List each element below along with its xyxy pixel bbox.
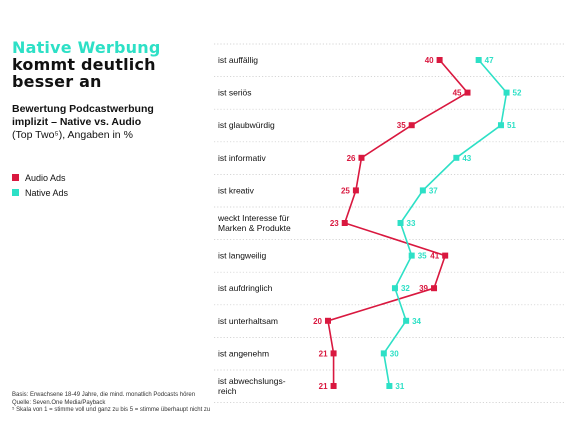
category-label: weckt Interesse für Marken & Produkte [217, 213, 291, 233]
category-label: ist unterhaltsam [218, 316, 278, 326]
data-point [431, 285, 438, 292]
data-point [453, 154, 460, 161]
data-label: 52 [513, 89, 522, 98]
data-label: 26 [347, 154, 356, 163]
data-label: 41 [430, 252, 439, 261]
data-point [330, 350, 337, 357]
data-label: 32 [401, 284, 410, 293]
legend-label-native: Native Ads [25, 187, 69, 198]
data-point [391, 285, 398, 292]
data-label: 39 [419, 284, 428, 293]
data-label: 40 [425, 56, 434, 65]
category-label: ist informativ [218, 153, 266, 163]
data-point [352, 187, 359, 194]
headline-line-3: besser an [12, 72, 102, 91]
data-point [380, 350, 387, 357]
headline-line-2: kommt deutlich [12, 55, 156, 74]
category-label: ist auffällig [218, 55, 258, 65]
data-point [436, 57, 443, 63]
category-label-line: ist auffällig [218, 55, 258, 65]
category-label-line: ist abwechslungs- [218, 376, 286, 386]
category-label-line: ist aufdringlich [218, 283, 273, 293]
category-label-line: reich [218, 386, 237, 396]
data-point [503, 89, 510, 96]
data-point [419, 187, 426, 194]
legend-label-audio: Audio Ads [25, 172, 66, 183]
data-point [408, 122, 415, 129]
footnote-base: Basis: Erwachsene 18-49 Jahre, die mind.… [12, 392, 196, 398]
category-label-line: ist seriös [218, 88, 252, 98]
data-label: 35 [397, 121, 406, 130]
data-label: 47 [485, 56, 494, 65]
category-label-line: Marken & Produkte [218, 223, 291, 233]
legend-item-native: Native Ads [12, 185, 68, 200]
data-label: 34 [412, 317, 421, 326]
data-point [358, 154, 365, 161]
data-point [442, 252, 449, 259]
category-label: ist glaubwürdig [218, 120, 275, 130]
category-label-line: ist glaubwürdig [218, 120, 275, 130]
category-label: ist angenehm [218, 348, 269, 358]
footnote-scale: ⁵ Skala von 1 = stimme voll und ganz zu … [12, 407, 211, 413]
category-label: ist abwechslungs-reich [218, 376, 286, 396]
data-label: 45 [453, 89, 462, 98]
category-label: ist aufdringlich [218, 283, 273, 293]
category-label: ist seriös [218, 88, 252, 98]
data-label: 35 [418, 252, 427, 261]
legend-swatch-audio [12, 174, 19, 181]
data-point [408, 252, 415, 259]
data-point [330, 383, 337, 389]
category-label-line: ist kreativ [218, 185, 255, 195]
data-point [497, 122, 504, 129]
data-label: 30 [390, 349, 399, 358]
legend: Audio Ads Native Ads [12, 170, 68, 200]
data-label: 25 [341, 186, 350, 195]
footnote-source: Quelle: Seven.One Media/Payback [12, 399, 106, 406]
data-point [403, 317, 410, 324]
category-label-line: ist informativ [218, 153, 266, 163]
data-label: 20 [313, 317, 322, 326]
data-label: 31 [395, 382, 404, 391]
data-point [341, 220, 348, 226]
legend-item-audio: Audio Ads [12, 170, 68, 185]
subtitle-normal: (Top Two⁵), Angaben in % [12, 129, 133, 141]
category-label-line: ist angenehm [218, 348, 269, 358]
data-label: 23 [330, 219, 339, 228]
category-label: ist langweilig [218, 251, 266, 261]
legend-swatch-native [12, 189, 19, 196]
data-point [475, 57, 482, 63]
data-label: 21 [319, 349, 328, 358]
subtitle-bold: Bewertung Podcastwerbung implizit – Nati… [12, 103, 154, 128]
data-label: 51 [507, 121, 516, 130]
footnotes: Basis: Erwachsene 18-49 Jahre, die mind.… [12, 392, 302, 415]
data-label: 43 [462, 154, 471, 163]
data-point [397, 220, 404, 226]
data-point [386, 383, 393, 389]
data-label: 33 [407, 219, 416, 228]
data-point [325, 317, 331, 324]
data-point [464, 89, 471, 96]
category-label-line: weckt Interesse für [217, 213, 290, 223]
category-label-line: ist langweilig [218, 251, 266, 261]
data-label: 21 [319, 382, 328, 391]
category-label-line: ist unterhaltsam [218, 316, 278, 326]
category-label: ist kreativ [218, 185, 255, 195]
headline-line-1: Native Werbung [12, 38, 161, 57]
data-label: 37 [429, 186, 438, 195]
chart-subtitle: Bewertung Podcastwerbung implizit – Nati… [12, 103, 192, 142]
